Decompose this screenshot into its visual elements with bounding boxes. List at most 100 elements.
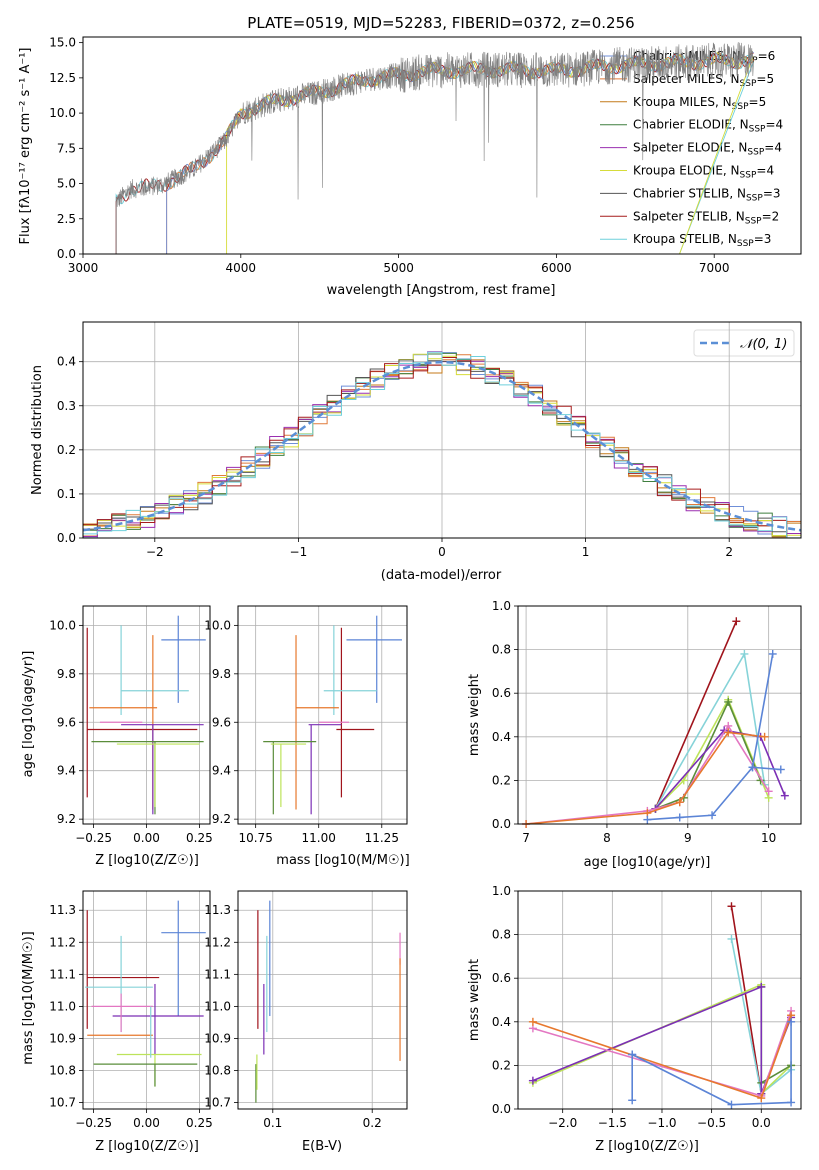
legend-label-sub: SSP xyxy=(749,125,766,135)
y-tick-label: 0.2 xyxy=(492,1058,511,1072)
x-tick-label: 0.00 xyxy=(133,1116,160,1130)
x-tick-label: 0 xyxy=(438,545,446,559)
axes-mass-vs-Z: −0.25 0.00 0.25 10.7 10.8 10.9 11.0 11.1 11.2 11.… xyxy=(49,891,213,1130)
legend-label-value: =4 xyxy=(756,164,774,178)
y-tick-label: 9.4 xyxy=(57,764,76,778)
y-tick-label: 11.2 xyxy=(204,935,231,949)
y-tick-label: 0.4 xyxy=(57,355,76,369)
x-tick-label: 0.1 xyxy=(263,1116,282,1130)
mw-age-ylabel: mass weight xyxy=(467,674,482,756)
y-tick-label: 0.2 xyxy=(57,443,76,457)
mass-vs-ebv-xlabel: E(B-V) xyxy=(302,1139,342,1154)
x-tick-label: 11.25 xyxy=(365,831,399,845)
x-tick-label: 7 xyxy=(522,831,530,845)
series-line xyxy=(654,697,770,810)
y-tick-label: 2.5 xyxy=(57,212,76,226)
y-tick-label: 0.6 xyxy=(492,971,511,985)
mw-age-xlabel: age [log10(age/yr)] xyxy=(584,855,711,870)
legend-label-main: Chabrier ELODIE, N xyxy=(633,118,749,132)
axes-frame-spectrum xyxy=(82,36,802,255)
x-tick-label: 0.00 xyxy=(133,831,160,845)
x-tick-label: 2 xyxy=(725,545,733,559)
series-mass-weight-vs-Z xyxy=(528,902,796,1109)
y-tick-label: 0.4 xyxy=(492,1015,511,1029)
y-tick-label: 9.6 xyxy=(212,715,231,729)
age-vs-Z-xlabel: Z [log10(Z/Z☉)] xyxy=(95,853,199,868)
series-line xyxy=(654,729,786,810)
legend-label: Kroupa MILES, NSSP=5 xyxy=(633,95,766,112)
legend-label-value: =6 xyxy=(758,49,776,63)
x-tick-label: −1 xyxy=(290,545,308,559)
legend-label-main: Chabrier STELIB, N xyxy=(633,186,746,200)
legend-label-value: =3 xyxy=(754,232,772,246)
x-tick-label: 0.25 xyxy=(186,831,213,845)
legend-label-value: =5 xyxy=(749,95,767,109)
x-tick-label: 11.00 xyxy=(302,831,336,845)
y-tick-label: 10.0 xyxy=(49,618,76,632)
legend-label-value: =3 xyxy=(763,186,781,200)
legend-label: Salpeter STELIB, NSSP=2 xyxy=(633,209,779,226)
mw-Z-xlabel: Z [log10(Z/Z☉)] xyxy=(595,1139,699,1154)
y-tick-label: 0.8 xyxy=(492,643,511,657)
x-tick-label: −0.5 xyxy=(697,1116,726,1130)
axes-frame-residuals xyxy=(82,321,802,539)
x-tick-label: 9 xyxy=(684,831,692,845)
legend-label-value: =2 xyxy=(762,209,780,223)
x-tick-label: 4000 xyxy=(226,261,257,275)
spectrum-xlabel: wavelength [Angstrom, rest frame] xyxy=(327,283,556,298)
spectrum-ylabel: Flux [fλ10⁻¹⁷ erg cm⁻² s⁻¹ A⁻¹] xyxy=(18,48,33,245)
y-tick-label: 11.3 xyxy=(49,903,76,917)
x-tick-label: −2 xyxy=(146,545,164,559)
y-tick-label: 0.6 xyxy=(492,686,511,700)
y-tick-label: 1.0 xyxy=(492,884,511,898)
x-tick-label: 6000 xyxy=(541,261,572,275)
axes-frame-mass-weight-vs-age xyxy=(517,605,802,825)
x-tick-label: 1 xyxy=(582,545,590,559)
legend-label-main: Salpeter STELIB, N xyxy=(633,209,745,223)
series-line xyxy=(730,906,763,1094)
legend-label-value: =4 xyxy=(764,141,782,155)
mass-vs-Z-xlabel: Z [log10(Z/Z☉)] xyxy=(95,1139,199,1154)
age-ylabel: age [log10(age/yr)] xyxy=(21,651,36,778)
x-tick-label: 3000 xyxy=(68,261,99,275)
x-tick-label: 10 xyxy=(761,831,776,845)
y-tick-label: 9.2 xyxy=(57,812,76,826)
legend-label: Chabrier STELIB, NSSP=3 xyxy=(633,186,781,203)
data-spectrum xyxy=(115,42,754,254)
y-tick-label: 9.8 xyxy=(57,667,76,681)
series-line xyxy=(751,653,774,768)
legend-label-value: =5 xyxy=(756,72,774,86)
x-tick-label: 5000 xyxy=(383,261,414,275)
errorbars-mass-vs-EBV xyxy=(255,900,401,1103)
x-tick-label: 7000 xyxy=(699,261,730,275)
y-tick-label: 9.8 xyxy=(212,667,231,681)
residual-xlabel: (data-model)/error xyxy=(381,568,502,583)
axes-frame-mass-vs-EBV xyxy=(237,890,408,1110)
y-tick-label: 0.3 xyxy=(57,399,76,413)
series-line xyxy=(760,986,792,1085)
legend-label-main: Kroupa ELODIE, N xyxy=(633,164,740,178)
errorbars-age-vs-Z xyxy=(86,615,206,815)
legend-label: Chabrier ELODIE, NSSP=4 xyxy=(633,118,783,135)
series-line xyxy=(647,766,781,821)
series-line xyxy=(631,1021,792,1106)
y-tick-label: 11.0 xyxy=(204,999,231,1013)
y-tick-label: 10.0 xyxy=(204,618,231,632)
residual-legend-box xyxy=(693,329,795,357)
y-tick-label: 1.0 xyxy=(492,599,511,613)
y-tick-label: 0.0 xyxy=(492,1102,511,1116)
axes-mass-vs-EBV: 0.1 0.2 10.7 10.8 10.9 11.0 11.1 11.2 11.3 xyxy=(204,891,407,1130)
y-tick-label: 0.0 xyxy=(492,817,511,831)
axes-frame-age-vs-Z xyxy=(82,605,211,825)
axes-mass-weight-vs-Z: −2.0 −1.5 −1.0 −0.5 0.0 0.0 0.2 0.4 0.6 0.8 1.0 xyxy=(492,884,801,1130)
spectrum-lines xyxy=(115,42,755,254)
y-tick-label: 11.1 xyxy=(204,967,231,981)
y-tick-label: 0.1 xyxy=(57,487,76,501)
legend-label-value: =4 xyxy=(765,118,783,132)
y-tick-label: 0.2 xyxy=(492,773,511,787)
histogram-step xyxy=(83,351,801,538)
axes-frame-mass-weight-vs-Z xyxy=(517,890,802,1110)
y-tick-label: 11.3 xyxy=(204,903,231,917)
legend-label: Kroupa STELIB, NSSP=3 xyxy=(633,232,771,249)
series-mass-weight-vs-age xyxy=(522,617,789,828)
